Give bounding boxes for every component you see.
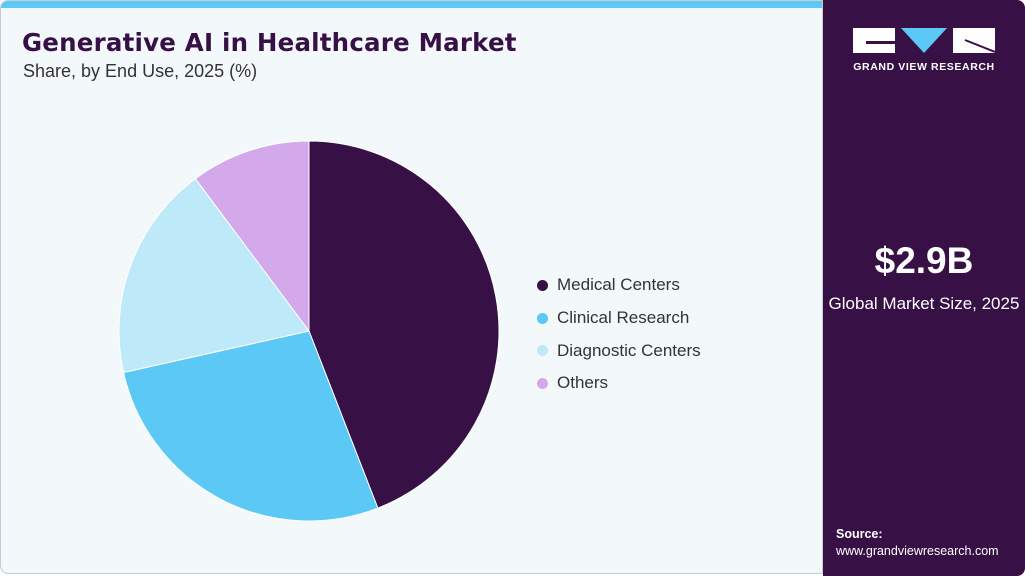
legend-item: Clinical Research <box>537 302 701 335</box>
legend-item: Others <box>537 367 701 400</box>
source-label: Source: <box>836 527 883 541</box>
legend-label: Clinical Research <box>557 308 690 328</box>
pie-slice-diagnostic-centers <box>118 178 310 374</box>
legend-label: Medical Centers <box>557 275 680 295</box>
legend-label: Diagnostic Centers <box>557 340 701 360</box>
logo-text: GRAND VIEW RESEARCH <box>853 61 995 73</box>
chart-panel: Generative AI in Healthcare Market Share… <box>0 0 823 574</box>
pie-chart <box>118 140 500 522</box>
chart-title: Generative AI in Healthcare Market <box>22 28 517 57</box>
source: Source: www.grandviewresearch.com <box>836 526 999 560</box>
legend-swatch <box>537 279 548 291</box>
legend-swatch <box>537 312 548 324</box>
accent-bar <box>1 1 822 8</box>
legend-label: Others <box>557 373 609 393</box>
market-size-label: Global Market Size, 2025 <box>828 294 1020 313</box>
legend: Medical Centers Clinical Research Diagno… <box>537 269 701 400</box>
legend-item: Medical Centers <box>537 269 701 302</box>
chart-subtitle: Share, by End Use, 2025 (%) <box>23 61 258 81</box>
pie-slice-medical-centers <box>308 140 500 509</box>
pie-slice-others <box>194 140 310 333</box>
legend-swatch <box>537 377 548 389</box>
market-size-value: $2.9B <box>874 240 974 281</box>
pie-slice-clinical-research <box>122 330 379 522</box>
legend-item: Diagnostic Centers <box>537 334 701 367</box>
source-url[interactable]: www.grandviewresearch.com <box>836 544 999 558</box>
sidebar: GRAND VIEW RESEARCH $2.9B Global Market … <box>823 0 1025 576</box>
legend-swatch <box>537 345 548 357</box>
gvr-logo-icon <box>853 28 995 53</box>
